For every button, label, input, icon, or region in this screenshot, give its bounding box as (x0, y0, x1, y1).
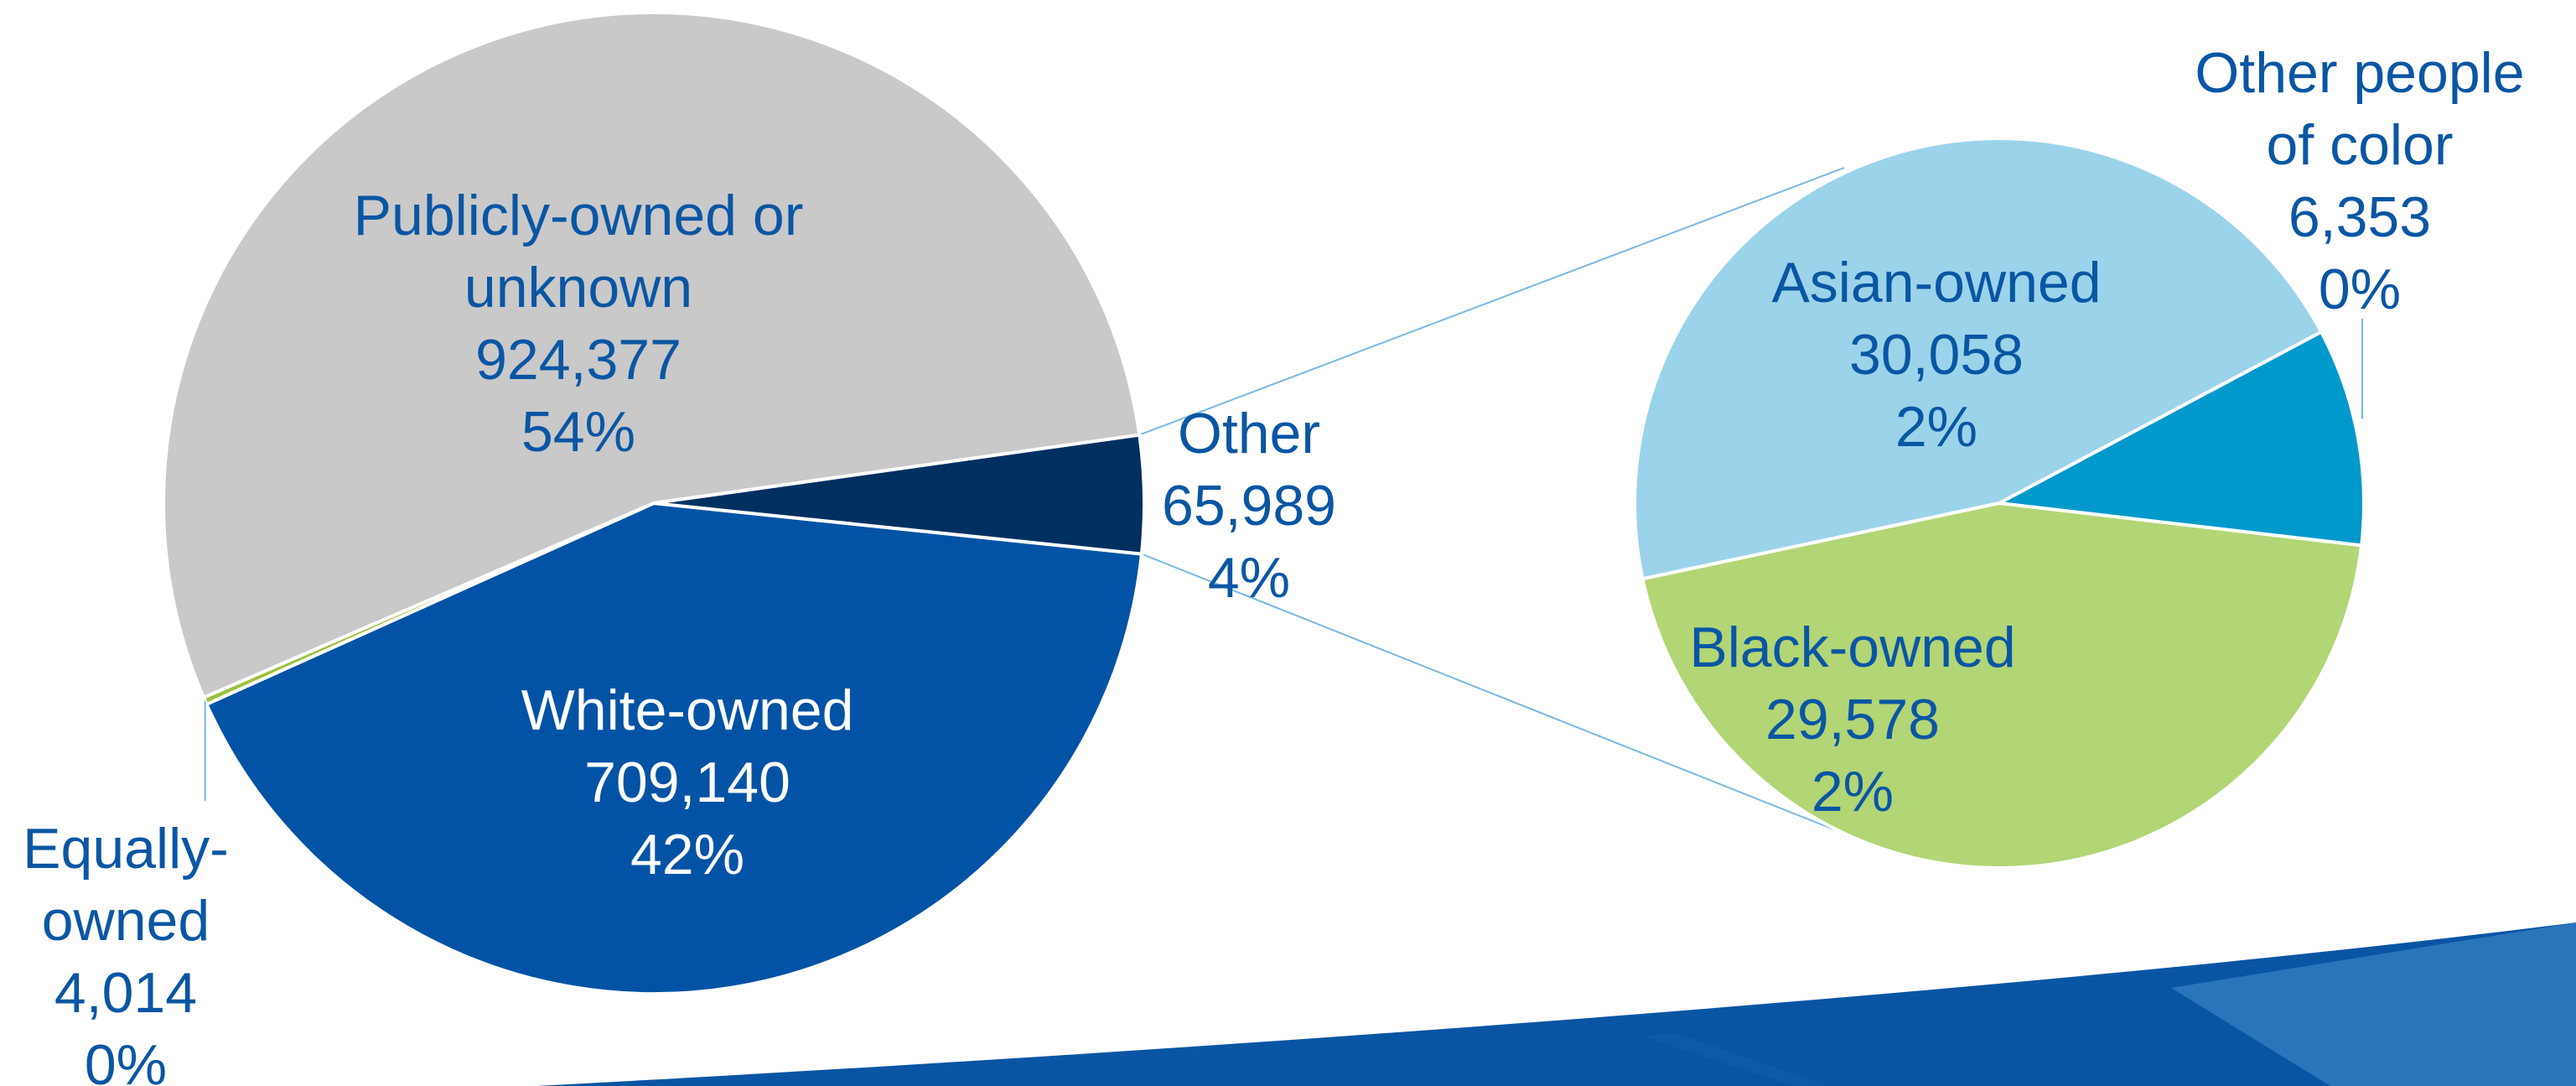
other-people-of-color-value: 6,353 (2288, 185, 2431, 249)
leader-lines (204, 319, 2363, 801)
asian-owned-value: 30,058 (1849, 323, 2024, 387)
black-owned-label: Black-owned 29,578 2% (1689, 616, 2015, 824)
white-owned-percent: 42% (630, 823, 744, 886)
other-people-of-color-percent: 0% (2319, 257, 2401, 321)
black-owned-value: 29,578 (1765, 688, 1940, 751)
equally-owned-name: owned (42, 889, 210, 953)
slice-other (653, 433, 1146, 556)
slice-white-owned (204, 501, 1144, 996)
equally-owned-name: Equally- (23, 817, 229, 881)
other-value: 65,989 (1162, 474, 1336, 538)
swoosh-highlight (2171, 922, 2576, 1086)
publicly-owned-or-unknown-percent: 54% (521, 400, 635, 464)
white-owned-name: White-owned (521, 678, 854, 742)
breakdown-slice-other-people-of-color (1993, 330, 2366, 548)
black-owned-name: Black-owned (1689, 616, 2015, 679)
equally-owned-value: 4,014 (54, 961, 197, 1025)
publicly-owned-or-unknown-value: 924,377 (475, 328, 682, 392)
other-people-of-color-name: Other people (2195, 41, 2524, 105)
asian-owned-name: Asian-owned (1771, 251, 2101, 314)
decorative-swoosh (536, 922, 2576, 1086)
publicly-owned-or-unknown-label: Publicly-owned or unknown 924,377 54% (354, 184, 804, 464)
other-people-of-color-label: Other people of color 6,353 0% (2195, 41, 2524, 321)
other-label: Other 65,989 4% (1162, 402, 1336, 610)
equally-owned-label: Equally-owned 4,014 0% (23, 817, 229, 1086)
white-owned-value: 709,140 (584, 751, 790, 814)
swoosh-streak (1643, 1033, 1827, 1086)
white-owned-label: White-owned 709,140 42% (521, 678, 854, 886)
swoosh-band (536, 922, 2576, 1086)
connector-bottom (1141, 553, 1837, 831)
data-labels: Publicly-owned or unknown 924,377 54% White-… (23, 41, 2524, 1086)
other-percent: 4% (1208, 546, 1290, 610)
other-people-of-color-name: of color (2267, 113, 2454, 177)
other-name: Other (1178, 402, 1320, 465)
main-pie (161, 10, 1146, 996)
connector-lines (1138, 167, 1845, 831)
asian-owned-percent: 2% (1895, 395, 1977, 459)
black-owned-percent: 2% (1811, 760, 1894, 824)
slice-publicly-owned-or-unknown (161, 10, 1142, 700)
publicly-owned-or-unknown-name: unknown (464, 256, 692, 320)
equally-owned-percent: 0% (85, 1033, 167, 1086)
breakdown-pie (1633, 137, 2366, 870)
publicly-owned-or-unknown-name: Publicly-owned or (354, 184, 804, 247)
breakdown-slice-black-owned (1640, 501, 2364, 870)
asian-owned-label: Asian-owned 30,058 2% (1771, 251, 2101, 459)
connector-top (1138, 167, 1845, 436)
breakdown-slice-asian-owned (1633, 137, 2324, 581)
